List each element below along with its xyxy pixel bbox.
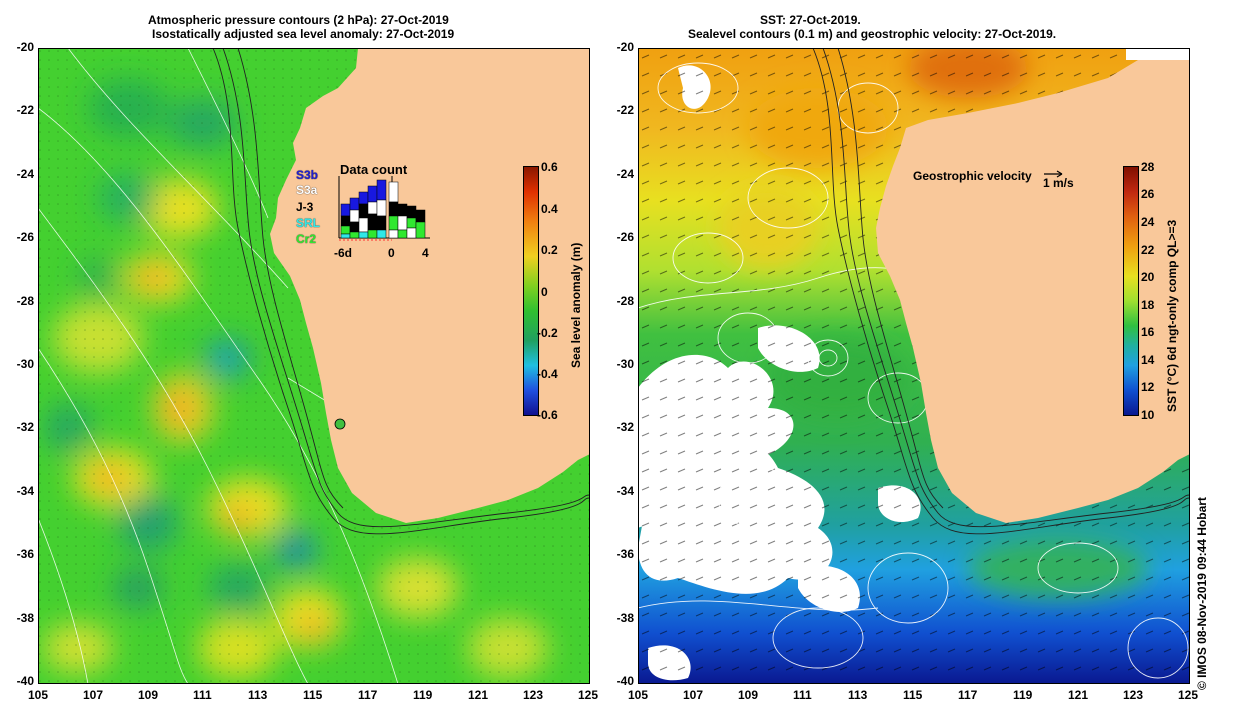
sst-colorbar	[1123, 166, 1139, 416]
left-title-line1: Atmospheric pressure contours (2 hPa): 2…	[148, 13, 449, 27]
sla-cbtick-0: 0.6	[541, 160, 558, 174]
right-ytick--22: -22	[616, 103, 634, 118]
right-ytick--34: -34	[616, 483, 634, 498]
left-map-frame	[38, 48, 590, 684]
velocity-scale: 1 m/s	[1043, 176, 1074, 190]
left-ytick--26: -26	[16, 230, 34, 245]
inset-xtick-0: -6d	[334, 246, 352, 260]
right-title-line1: SST: 27-Oct-2019.	[760, 13, 861, 27]
right-xtick-107: 107	[683, 688, 704, 702]
right-xtick-113: 113	[848, 688, 868, 702]
data-count-title: Data count	[340, 162, 408, 177]
left-ytick--28: -28	[16, 293, 34, 308]
left-xtick-113: 113	[248, 688, 268, 702]
right-ytick--40: -40	[616, 674, 634, 688]
right-ytick--24: -24	[616, 166, 634, 181]
sla-cbtick-5: -0.4	[537, 367, 558, 381]
right-ytick--32: -32	[616, 420, 634, 435]
sla-cbtick-6: -0.6	[537, 408, 558, 422]
left-xtick-125: 125	[578, 688, 599, 702]
right-xtick-105: 105	[628, 688, 649, 702]
sst-cbtick-0: 28	[1141, 160, 1155, 174]
left-title-line2: Isostatically adjusted sea level anomaly…	[152, 27, 455, 41]
data-count-histogram	[338, 176, 430, 241]
right-ytick--30: -30	[616, 357, 634, 371]
right-title-line2: Sealevel contours (0.1 m) and geostrophi…	[688, 27, 1057, 41]
sst-cbtick-1: 26	[1141, 187, 1155, 201]
sla-colorbar-label: Sea level anomaly (m)	[569, 242, 583, 368]
left-ytick--36: -36	[16, 547, 34, 562]
sst-cbtick-6: 16	[1141, 325, 1155, 339]
left-ytick--32: -32	[16, 420, 34, 435]
right-map-frame	[638, 48, 1190, 684]
legend-s3a: S3a	[296, 183, 318, 197]
sla-cbtick-3: 0	[541, 285, 548, 299]
legend-s3b: S3b	[296, 168, 319, 182]
right-xtick-123: 123	[1123, 688, 1144, 702]
left-ytick--38: -38	[16, 610, 34, 625]
right-ytick--38: -38	[616, 610, 634, 625]
sla-colorbar	[523, 166, 539, 416]
sst-cbtick-9: 10	[1141, 408, 1155, 422]
sst-cbtick-4: 20	[1141, 270, 1155, 284]
left-xtick-121: 121	[468, 688, 489, 702]
left-xtick-123: 123	[523, 688, 544, 702]
left-ytick--30: -30	[16, 357, 34, 371]
right-ytick--20: -20	[616, 40, 634, 54]
sst-cbtick-7: 14	[1141, 353, 1155, 367]
right-ytick--28: -28	[616, 293, 634, 308]
sla-cbtick-4: -0.2	[537, 326, 558, 340]
left-xtick-115: 115	[303, 688, 323, 702]
right-xtick-125: 125	[1178, 688, 1199, 702]
sla-cbtick-2: 0.2	[541, 243, 558, 257]
left-ytick--34: -34	[16, 483, 34, 498]
imos-credit: © IMOS 08-Nov-2019 09:44 Hobart	[1195, 497, 1209, 690]
right-xtick-109: 109	[738, 688, 759, 702]
sla-map	[38, 48, 590, 684]
sla-cbtick-1: 0.4	[541, 202, 558, 216]
left-ytick--22: -22	[16, 103, 34, 118]
left-xtick-105: 105	[28, 688, 49, 702]
sst-cbtick-3: 22	[1141, 243, 1155, 257]
left-xtick-119: 119	[413, 688, 433, 702]
sst-cbtick-8: 12	[1141, 380, 1155, 394]
left-xtick-109: 109	[138, 688, 159, 702]
left-xtick-107: 107	[83, 688, 104, 702]
australia-land-sst	[876, 60, 1190, 523]
right-xtick-117: 117	[958, 688, 978, 702]
right-ytick--36: -36	[616, 547, 634, 562]
australia-land	[270, 48, 590, 523]
legend-j3: J-3	[296, 200, 314, 214]
legend-cr2: Cr2	[296, 232, 317, 246]
right-xtick-115: 115	[903, 688, 923, 702]
sst-cbtick-2: 24	[1141, 215, 1155, 229]
right-ytick--26: -26	[616, 230, 634, 245]
inset-xtick-1: 0	[388, 246, 395, 260]
right-xtick-121: 121	[1068, 688, 1089, 702]
left-ytick--40: -40	[16, 674, 34, 688]
right-xtick-119: 119	[1013, 688, 1033, 702]
sst-map	[638, 48, 1190, 684]
sst-cbtick-5: 18	[1141, 298, 1155, 312]
sst-colorbar-label: SST (°C) 6d ngt-only comp QL>=3	[1165, 219, 1179, 412]
right-xtick-111: 111	[793, 688, 812, 702]
left-ytick--24: -24	[16, 166, 34, 181]
left-ytick--20: -20	[16, 40, 34, 54]
legend-srl: SRL	[296, 216, 320, 230]
inset-xtick-2: 4	[422, 246, 429, 260]
left-xtick-117: 117	[358, 688, 378, 702]
velocity-label: Geostrophic velocity	[913, 169, 1032, 183]
left-xtick-111: 111	[193, 688, 212, 702]
